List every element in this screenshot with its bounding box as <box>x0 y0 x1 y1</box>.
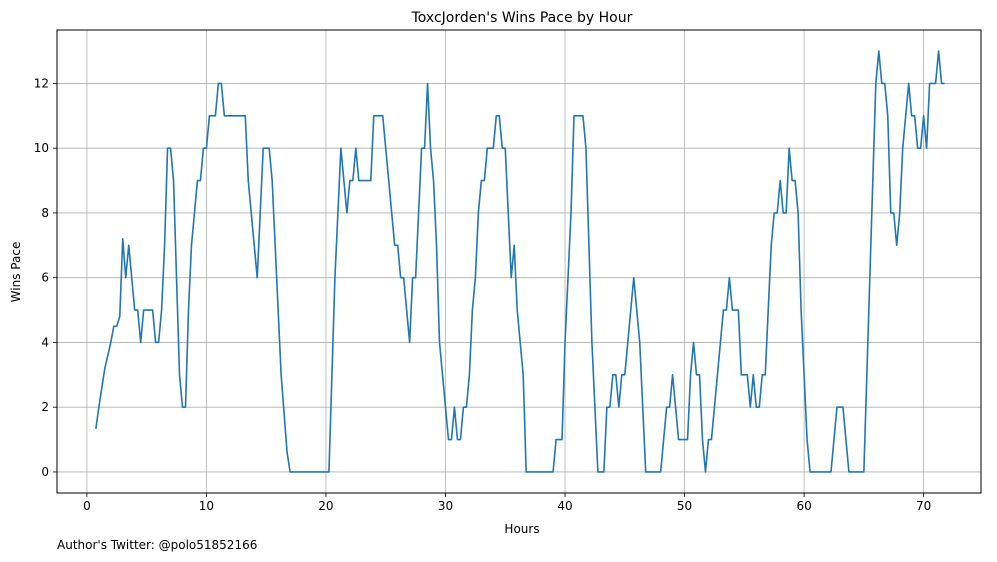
y-axis-label: Wins Pace <box>9 242 23 303</box>
chart-title: ToxcJorden's Wins Pace by Hour <box>411 10 633 26</box>
plot-frame <box>56 29 982 494</box>
x-axis-label: Hours <box>504 522 539 536</box>
x-tick-label: 50 <box>677 499 692 513</box>
series-line-0 <box>95 50 945 473</box>
y-tick-label: 12 <box>34 76 49 90</box>
y-tick-label: 2 <box>41 400 49 414</box>
x-tick-label: 60 <box>796 499 811 513</box>
series-layer <box>95 50 945 473</box>
y-tick-label: 6 <box>41 271 49 285</box>
x-tick-label: 70 <box>916 499 931 513</box>
y-tick-label: 8 <box>41 206 49 220</box>
y-tick-label: 10 <box>34 141 49 155</box>
grid <box>57 30 981 493</box>
x-tick-label: 20 <box>318 499 333 513</box>
x-tick-label: 0 <box>83 499 91 513</box>
x-tick-label: 30 <box>438 499 453 513</box>
x-axis-ticks: 0 10 20 30 40 50 60 70 <box>83 493 931 513</box>
x-tick-label: 40 <box>557 499 572 513</box>
author-credit: Author's Twitter: @polo51852166 <box>57 538 258 552</box>
y-tick-label: 0 <box>41 465 49 479</box>
y-tick-label: 4 <box>41 335 49 349</box>
x-tick-label: 10 <box>199 499 214 513</box>
y-axis-ticks: 0 2 4 6 8 10 12 <box>34 76 57 479</box>
